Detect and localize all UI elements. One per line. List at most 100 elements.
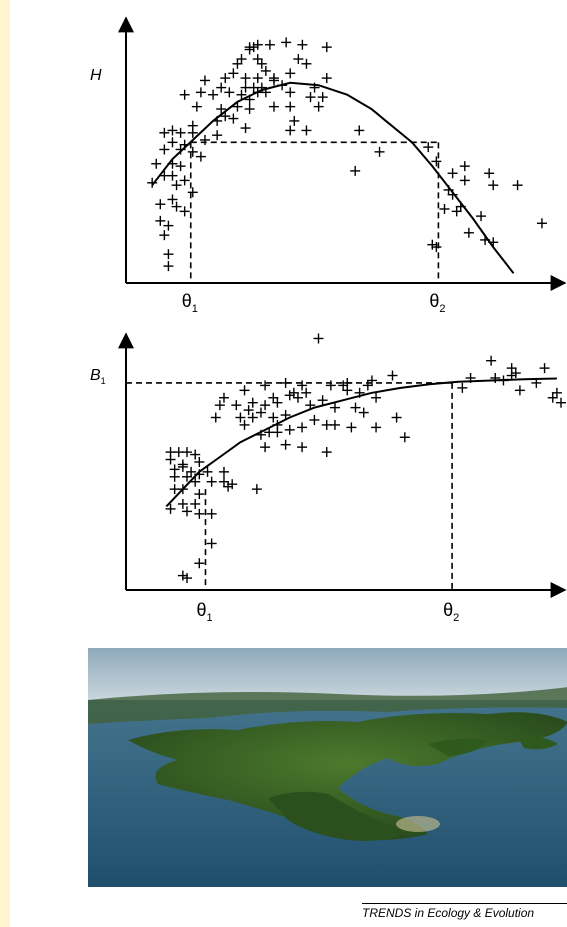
data-point [194,558,205,569]
data-point [510,368,521,379]
data-point [272,397,283,408]
data-point [208,89,219,100]
data-point [181,447,192,458]
data-point [199,134,210,145]
data-point [313,101,324,112]
data-point [488,237,499,248]
data-point [297,422,308,433]
data-point [216,82,227,93]
data-point [374,146,385,157]
data-point [155,199,166,210]
data-point [206,476,217,487]
data-point [490,372,501,383]
data-point [231,400,242,411]
data-point [459,175,470,186]
data-point [268,392,279,403]
data-point [309,82,320,93]
data-point [457,382,468,393]
data-point [539,363,550,374]
data-point [159,144,170,155]
data-point [167,194,178,205]
data-point [531,377,542,388]
data-point [455,201,466,212]
data-point [218,392,229,403]
data-point [163,220,174,231]
data-point [159,170,170,181]
data-point [177,461,188,472]
data-point [321,73,332,84]
data-point [260,87,271,98]
data-point [358,407,369,418]
data-point [260,400,271,411]
data-point [175,127,186,138]
data-point [220,111,231,122]
data-point [252,73,263,84]
data-point [179,89,190,100]
island-archipelago-photo [88,648,567,887]
data-point [371,392,382,403]
data-point [551,387,562,398]
data-point [354,125,365,136]
data-point [175,161,186,172]
data-point [155,215,166,226]
data-point [235,412,246,423]
data-point [391,412,402,423]
data-point [463,227,474,238]
data-point [556,397,566,408]
data-point [206,538,217,549]
data-point [252,54,263,65]
data-point [212,130,223,141]
data-point [301,125,312,136]
data-point [317,395,328,406]
data-point [451,206,462,217]
data-point [210,412,221,423]
data-point [252,39,263,50]
data-point [317,92,328,103]
data-point [206,508,217,519]
data-point [309,414,320,425]
data-point [313,333,324,344]
data-point [159,230,170,241]
data-point [447,168,458,179]
data-point [272,427,283,438]
data-point [488,180,499,191]
data-point [224,87,235,98]
data-point [443,184,454,195]
data-point [329,419,340,430]
data-point [321,447,332,458]
data-point [212,115,223,126]
data-point [167,158,178,169]
data-point [285,101,296,112]
data-point [431,242,442,253]
data-point [214,400,225,411]
data-point [350,165,361,176]
data-point [256,58,267,69]
data-point [194,456,205,467]
data-point [277,80,288,91]
data-point [147,177,158,188]
data-point [167,125,178,136]
fitted-curve [151,81,515,274]
x-tick-labels: θ1 θ2 [196,600,459,624]
data-point [342,385,353,396]
data-point [256,82,267,93]
data-point [399,432,410,443]
data-point [159,127,170,138]
data-point [387,370,398,381]
data-point [284,390,295,401]
data-point [218,476,229,487]
data-point [447,189,458,200]
data-point [236,89,247,100]
data-point [484,168,495,179]
data-point [190,476,201,487]
data-point [512,180,523,191]
data-point [186,466,197,477]
data-point [431,156,442,167]
chart-h: H θ1 θ2 [90,16,567,315]
data-point [329,402,340,413]
data-point [195,151,206,162]
data-point [284,424,295,435]
data-point [194,489,205,500]
data-point [171,201,182,212]
data-point [285,68,296,79]
